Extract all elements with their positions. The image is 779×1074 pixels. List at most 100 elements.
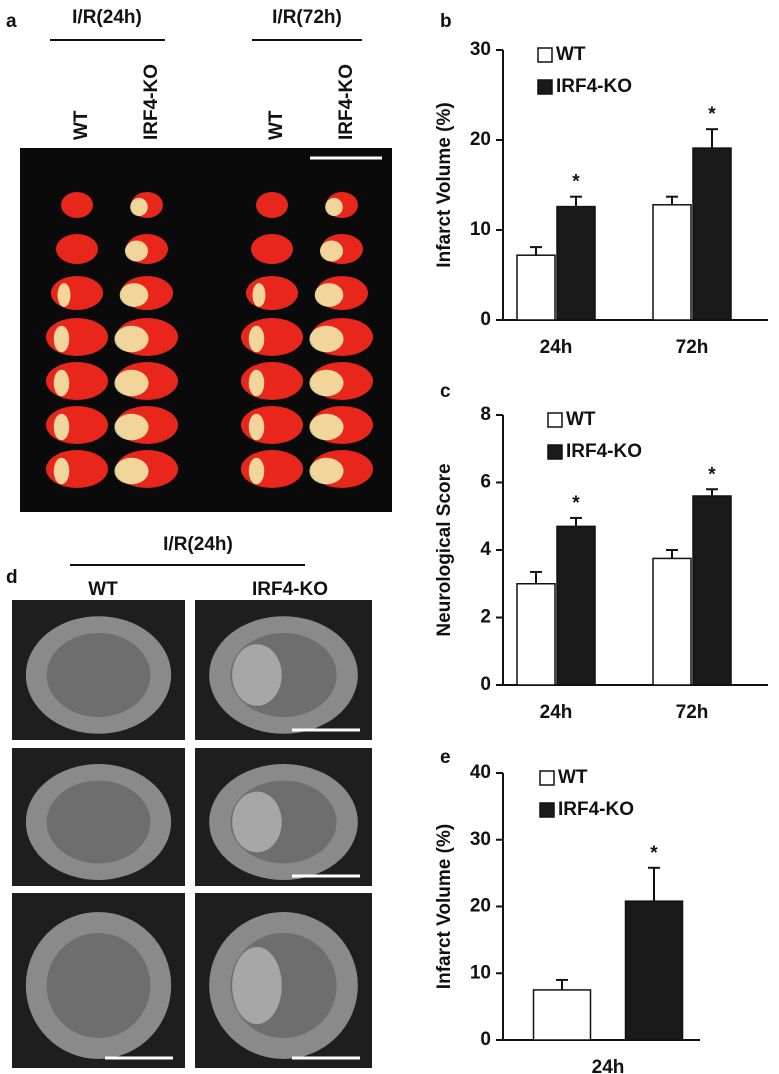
y-tick-label: 30 [470,829,491,850]
panel-label: b [440,11,452,32]
legend-swatch [547,444,563,460]
x-tick-label: 24h [540,337,573,358]
brain-inner [46,933,151,1038]
x-tick-label: 24h [540,702,573,723]
column-label: IRF4-KO [336,64,357,140]
significance-mark: * [572,493,580,514]
infarct [248,457,265,485]
infarct [53,413,70,441]
panel-label: c [440,381,451,402]
infarct [314,283,344,307]
group-label: I/R(24h) [163,534,233,555]
significance-mark: * [708,464,716,485]
infarct [53,457,70,485]
infarct [114,325,149,353]
bar [692,147,732,321]
slice [251,234,293,264]
infarct [57,283,71,307]
infarct [248,369,265,397]
column-label: IRF4-KO [252,579,328,600]
y-tick-label: 0 [480,1029,491,1050]
y-tick-label: 8 [480,404,491,425]
legend-swatch [539,770,555,786]
group-label: I/R(24h) [72,7,142,28]
panel-label: e [440,747,451,768]
y-axis-label: Neurological Score [434,463,455,636]
infarct [124,240,149,262]
bar [692,495,732,686]
infarct [119,283,149,307]
panel-label: d [6,567,18,588]
x-tick-label: 24h [592,1057,625,1074]
legend-swatch [539,802,555,818]
y-tick-label: 4 [480,539,491,560]
brain-inner [46,633,151,717]
bar [516,254,556,321]
infarct [248,325,265,353]
brain-slices [46,192,373,488]
lesion [232,947,282,1024]
lesion [232,644,282,706]
slice [256,192,288,218]
y-tick-label: 0 [480,674,491,695]
bar [532,989,592,1041]
infarct [309,413,344,441]
bar [624,900,684,1041]
column-label: WT [88,579,118,600]
x-tick-label: 72h [676,702,709,723]
legend-label: WT [558,767,588,788]
infarct [114,457,149,485]
panel-label: a [6,11,17,32]
infarct [325,197,343,217]
y-tick-label: 2 [480,607,491,628]
legend-label: IRF4-KO [566,441,642,462]
significance-mark: * [650,843,658,864]
significance-mark: * [572,172,580,193]
infarct [252,283,266,307]
infarct [319,240,344,262]
infarct [309,369,344,397]
legend-label: WT [566,409,596,430]
brain-inner [46,780,151,864]
bar [556,525,596,686]
infarct [114,369,149,397]
legend-label: IRF4-KO [558,799,634,820]
bar [652,557,692,686]
mri-images [12,600,372,1068]
infarct [130,197,148,217]
significance-mark: * [708,104,716,125]
legend-label: WT [556,44,586,65]
legend-swatch [547,412,563,428]
infarct [248,413,265,441]
legend-swatch [537,47,553,63]
legend-label: IRF4-KO [556,76,632,97]
infarct [53,369,70,397]
slice [61,192,93,218]
infarct [53,325,70,353]
group-label: I/R(72h) [272,7,342,28]
column-label: WT [71,110,92,140]
y-tick-label: 30 [470,39,491,60]
column-label: WT [266,110,287,140]
infarct [114,413,149,441]
x-tick-label: 72h [676,337,709,358]
bar [652,204,692,321]
y-tick-label: 10 [470,219,491,240]
infarct [309,325,344,353]
y-tick-label: 40 [470,762,491,783]
y-axis-label: Infarct Volume (%) [434,824,455,989]
y-tick-label: 10 [470,962,491,983]
bar [516,583,556,686]
y-axis-label: Infarct Volume (%) [434,102,455,267]
y-tick-label: 20 [470,129,491,150]
legend-swatch [537,79,553,95]
slice [56,234,98,264]
y-tick-label: 20 [470,896,491,917]
y-tick-label: 0 [480,309,491,330]
column-label: IRF4-KO [141,64,162,140]
infarct [309,457,344,485]
bar [556,205,596,321]
lesion [232,791,282,853]
y-tick-label: 6 [480,472,491,493]
